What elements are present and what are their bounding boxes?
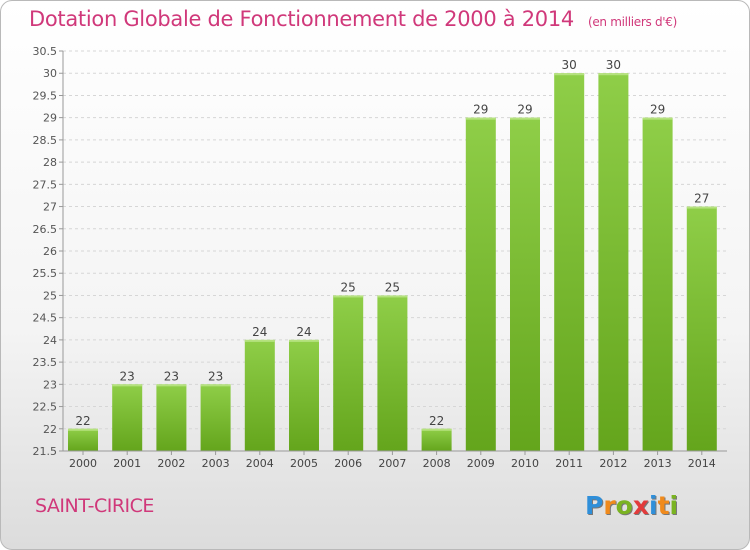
bar: [333, 295, 364, 451]
y-tick-label: 26.5: [33, 223, 58, 236]
x-tick-label: 2006: [334, 457, 362, 470]
x-tick-label: 2000: [69, 457, 97, 470]
x-tick-label: 2012: [599, 457, 627, 470]
y-tick-label: 21.5: [33, 445, 58, 458]
logo-letter: r: [603, 491, 616, 520]
bar: [112, 384, 143, 451]
bar-highlight: [244, 339, 275, 342]
bar: [642, 117, 673, 452]
y-tick-label: 24: [43, 334, 57, 347]
bar: [200, 384, 231, 451]
bar-value-label: 25: [385, 280, 400, 294]
bar-value-label: 23: [208, 369, 223, 383]
bar-highlight: [156, 384, 187, 387]
logo-letter: x: [632, 491, 649, 520]
y-tick-label: 27: [43, 201, 57, 214]
logo-letter: i: [669, 491, 679, 520]
proxiti-logo: Proxiti: [585, 491, 678, 520]
logo-letter: i: [649, 491, 658, 520]
bar-highlight: [642, 117, 673, 120]
bar-value-label: 29: [473, 103, 488, 117]
x-tick-label: 2005: [290, 457, 318, 470]
bar-value-label: 23: [164, 369, 179, 383]
y-tick-label: 25: [43, 289, 57, 302]
x-tick-label: 2001: [113, 457, 141, 470]
y-axis-ticks: 21.5 22 22.5 23 23.5 24 24.5 25 25.5 26 26.5 27 27.5…: [33, 45, 63, 458]
x-tick-label: 2003: [202, 457, 230, 470]
bar-value-label: 24: [296, 325, 311, 339]
logo-letter: t: [657, 491, 670, 520]
chart-title: Dotation Globale de Fonctionnement de 20…: [29, 7, 677, 31]
commune-name: SAINT-CIRICE: [35, 495, 154, 517]
x-tick-label: 2013: [644, 457, 672, 470]
bar-value-label: 24: [252, 325, 267, 339]
y-tick-label: 26: [43, 245, 57, 258]
bar: [598, 73, 629, 451]
bar: [510, 117, 540, 452]
y-tick-label: 28: [43, 156, 57, 169]
y-tick-label: 22: [43, 423, 57, 436]
x-axis-ticks: 2000 2001 2002 2003 2004 2005 2006 2007 2008 2009…: [69, 451, 716, 470]
bar-highlight: [112, 384, 143, 387]
bar-highlight: [510, 117, 540, 120]
bar-highlight: [465, 117, 496, 120]
bar-value-label: 22: [75, 414, 90, 428]
bar-highlight: [421, 428, 452, 431]
bar-highlight: [289, 339, 319, 342]
x-tick-label: 2010: [511, 457, 539, 470]
x-tick-label: 2007: [378, 457, 406, 470]
y-tick-label: 28.5: [33, 134, 58, 147]
y-tick-label: 23: [43, 378, 57, 391]
bar-highlight: [200, 384, 231, 387]
bar-highlight: [377, 295, 408, 298]
bar-value-label: 23: [120, 369, 135, 383]
y-tick-label: 25.5: [33, 267, 58, 280]
bar-value-label: 30: [606, 58, 621, 72]
chart-subtitle: (en milliers d'€): [587, 15, 677, 29]
x-tick-label: 2002: [157, 457, 185, 470]
y-tick-label: 29: [43, 112, 57, 125]
bar-value-label: 29: [517, 103, 532, 117]
bar-value-label: 22: [429, 414, 444, 428]
y-tick-label: 30.5: [33, 45, 58, 58]
bar-highlight: [68, 428, 98, 431]
y-tick-label: 22.5: [33, 401, 58, 414]
bar-highlight: [554, 73, 585, 76]
bar: [465, 117, 496, 452]
y-tick-label: 29.5: [33, 89, 58, 102]
bar: [686, 206, 717, 451]
x-tick-label: 2004: [246, 457, 274, 470]
bar-value-label: 27: [694, 192, 709, 206]
x-tick-label: 2009: [467, 457, 495, 470]
x-tick-label: 2008: [423, 457, 451, 470]
y-tick-label: 27.5: [33, 178, 58, 191]
bar-highlight: [333, 295, 364, 298]
bar: [554, 73, 585, 451]
bar-value-label: 25: [341, 280, 356, 294]
bar-highlight: [598, 73, 629, 76]
x-tick-label: 2011: [555, 457, 583, 470]
y-tick-label: 30: [43, 67, 57, 80]
bar: [421, 428, 452, 451]
bar: [289, 339, 319, 451]
bar-highlight: [686, 206, 717, 209]
x-tick-label: 2014: [688, 457, 716, 470]
bar: [156, 384, 187, 451]
bar: [377, 295, 408, 451]
bars: 22 23 23 23 24 24 25 25 22 29 29 30 30 29 27: [68, 58, 717, 452]
bar: [68, 428, 98, 451]
bar-value-label: 30: [562, 58, 577, 72]
y-tick-label: 23.5: [33, 356, 58, 369]
logo-letter: o: [615, 491, 633, 520]
y-tick-label: 24.5: [33, 312, 58, 325]
bar-value-label: 29: [650, 103, 665, 117]
bar: [244, 339, 275, 451]
logo-letter: P: [585, 491, 604, 520]
chart-title-text: Dotation Globale de Fonctionnement de 20…: [29, 7, 574, 31]
